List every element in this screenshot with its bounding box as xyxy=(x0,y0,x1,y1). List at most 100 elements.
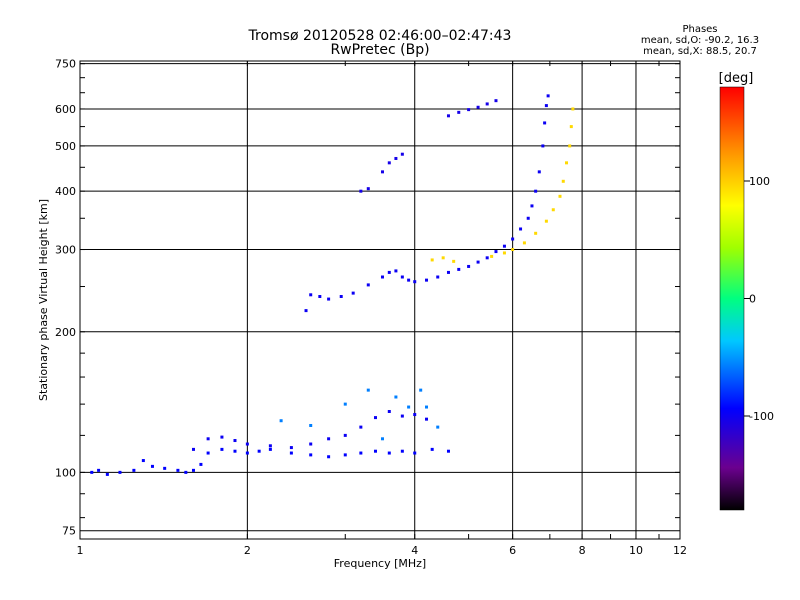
data-point xyxy=(394,395,398,399)
colorbar-tick-label: 0 xyxy=(749,293,756,306)
data-point xyxy=(485,102,489,106)
data-point xyxy=(257,449,261,453)
data-point xyxy=(446,114,450,118)
data-point xyxy=(413,413,417,417)
data-point xyxy=(457,267,461,271)
data-point xyxy=(373,416,377,420)
data-point xyxy=(279,419,283,423)
data-point xyxy=(522,241,526,245)
data-point xyxy=(318,294,322,298)
data-point xyxy=(490,254,494,258)
data-point xyxy=(541,144,545,148)
data-point xyxy=(467,264,471,268)
data-point xyxy=(289,451,293,455)
y-tick-label: 300 xyxy=(55,244,76,257)
data-point xyxy=(400,275,404,279)
data-point xyxy=(141,459,145,463)
y-tick-label: 500 xyxy=(55,140,76,153)
data-point xyxy=(206,451,210,455)
data-point xyxy=(268,447,272,451)
data-point xyxy=(163,466,167,470)
grid-lines xyxy=(80,61,680,539)
data-point xyxy=(327,437,331,441)
data-point xyxy=(220,447,224,451)
data-point xyxy=(546,94,550,98)
data-point xyxy=(339,294,343,298)
data-point xyxy=(530,204,534,208)
data-point xyxy=(551,208,555,212)
data-point xyxy=(485,256,489,260)
data-point xyxy=(511,237,515,241)
x-axis-label: Frequency [MHz] xyxy=(334,557,426,570)
data-point xyxy=(457,110,461,114)
phases-line-x: mean, sd,X: 88.5, 20.7 xyxy=(643,46,757,57)
y-tick-label: 400 xyxy=(55,185,76,198)
data-point xyxy=(359,425,363,429)
data-point xyxy=(132,468,136,472)
colorbar-ticks: -100 0 100 xyxy=(744,175,774,423)
data-point xyxy=(413,451,417,455)
data-point xyxy=(268,444,272,448)
data-point xyxy=(511,248,515,252)
data-point xyxy=(150,464,154,468)
data-point xyxy=(413,280,417,284)
data-point xyxy=(569,125,573,129)
data-point xyxy=(441,256,445,260)
data-point xyxy=(327,297,331,301)
data-point xyxy=(502,251,506,255)
y-axis-label: Stationary phase Virtual Height [km] xyxy=(37,199,50,401)
colorbar-tick-label: 100 xyxy=(749,175,770,188)
chart-subtitle: RwPretec (Bp) xyxy=(330,42,430,58)
data-point xyxy=(436,425,440,429)
data-point xyxy=(304,309,308,313)
data-point xyxy=(309,442,313,446)
data-point xyxy=(176,468,180,472)
data-point xyxy=(494,99,498,103)
data-point xyxy=(436,275,440,279)
data-point xyxy=(343,433,347,437)
data-point xyxy=(380,170,384,174)
data-point xyxy=(430,258,434,262)
colorbar xyxy=(719,86,745,511)
data-point xyxy=(526,216,530,220)
x-tick-label: 12 xyxy=(673,544,687,557)
data-point xyxy=(400,449,404,453)
phases-line-o: mean, sd,O: -90.2, 16.3 xyxy=(640,35,760,46)
data-point xyxy=(419,388,423,392)
data-point xyxy=(366,283,370,287)
data-point xyxy=(425,405,429,409)
data-point xyxy=(537,170,541,174)
data-point xyxy=(233,439,237,443)
data-point xyxy=(544,104,548,108)
x-tick-label: 2 xyxy=(244,544,251,557)
data-point xyxy=(446,449,450,453)
data-point xyxy=(359,451,363,455)
data-point xyxy=(502,244,506,248)
colorbar-tick-label: -100 xyxy=(749,410,774,423)
phases-heading: Phases xyxy=(682,24,718,35)
data-point xyxy=(558,194,562,198)
data-point xyxy=(184,470,188,474)
data-point xyxy=(430,447,434,451)
data-point xyxy=(425,417,429,421)
data-point xyxy=(359,189,363,193)
data-point xyxy=(366,187,370,191)
data-point xyxy=(309,293,313,297)
y-tick-label: 200 xyxy=(55,326,76,339)
data-point xyxy=(380,437,384,441)
data-point xyxy=(343,402,347,406)
data-point xyxy=(387,270,391,274)
data-point xyxy=(387,451,391,455)
x-tick-label: 4 xyxy=(411,544,418,557)
data-point xyxy=(534,189,538,193)
y-axis-ticks: 75 100 200 300 400 500 600 750 xyxy=(55,58,680,538)
colorbar-label: [deg] xyxy=(719,71,754,86)
data-point xyxy=(90,470,94,474)
y-tick-label: 100 xyxy=(55,466,76,479)
data-point xyxy=(452,259,456,263)
data-point xyxy=(571,107,575,111)
data-points xyxy=(90,94,575,476)
plot-frame xyxy=(79,60,681,540)
data-point xyxy=(407,405,411,409)
data-point xyxy=(97,468,101,472)
